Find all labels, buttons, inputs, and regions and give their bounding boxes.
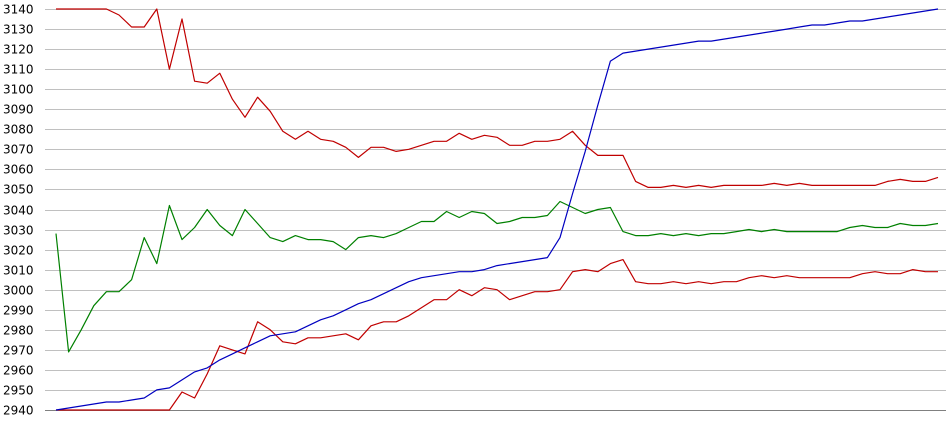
series-line-2	[55, 200, 939, 353]
y-tick-label: 3010	[3, 264, 34, 278]
y-tick-label: 3090	[3, 103, 34, 117]
y-tick-label: 2960	[3, 364, 34, 378]
y-tick-label: 3020	[3, 244, 34, 258]
y-tick-label: 3070	[3, 143, 34, 157]
y-tick-label: 2970	[3, 344, 34, 358]
series-line-3	[56, 259, 938, 411]
series-lines	[55, 8, 939, 411]
y-tick-label: 3040	[3, 204, 34, 218]
y-tick-label: 3050	[3, 183, 34, 197]
y-tick-label: 2940	[3, 404, 34, 418]
y-tick-label: 3110	[3, 63, 34, 77]
y-tick-label: 3000	[3, 284, 34, 298]
y-tick-label: 2950	[3, 384, 34, 398]
y-tick-label: 3130	[3, 23, 34, 37]
y-tick-label: 3100	[3, 83, 34, 97]
y-tick-label: 3080	[3, 123, 34, 137]
y-tick-label: 2990	[3, 304, 34, 318]
y-tick-label: 3030	[3, 224, 34, 238]
y-tick-label: 2980	[3, 324, 34, 338]
y-tick-label: 3060	[3, 163, 34, 177]
series-line-1	[56, 8, 939, 188]
y-tick-label: 3140	[3, 3, 34, 17]
y-axis-ticks: 2940 2950 2960 2970 2980 2990 3000 3010 3020 3030…	[3, 3, 34, 418]
series-line-4	[55, 8, 939, 411]
y-tick-label: 3120	[3, 43, 34, 57]
gridlines	[45, 9, 946, 411]
